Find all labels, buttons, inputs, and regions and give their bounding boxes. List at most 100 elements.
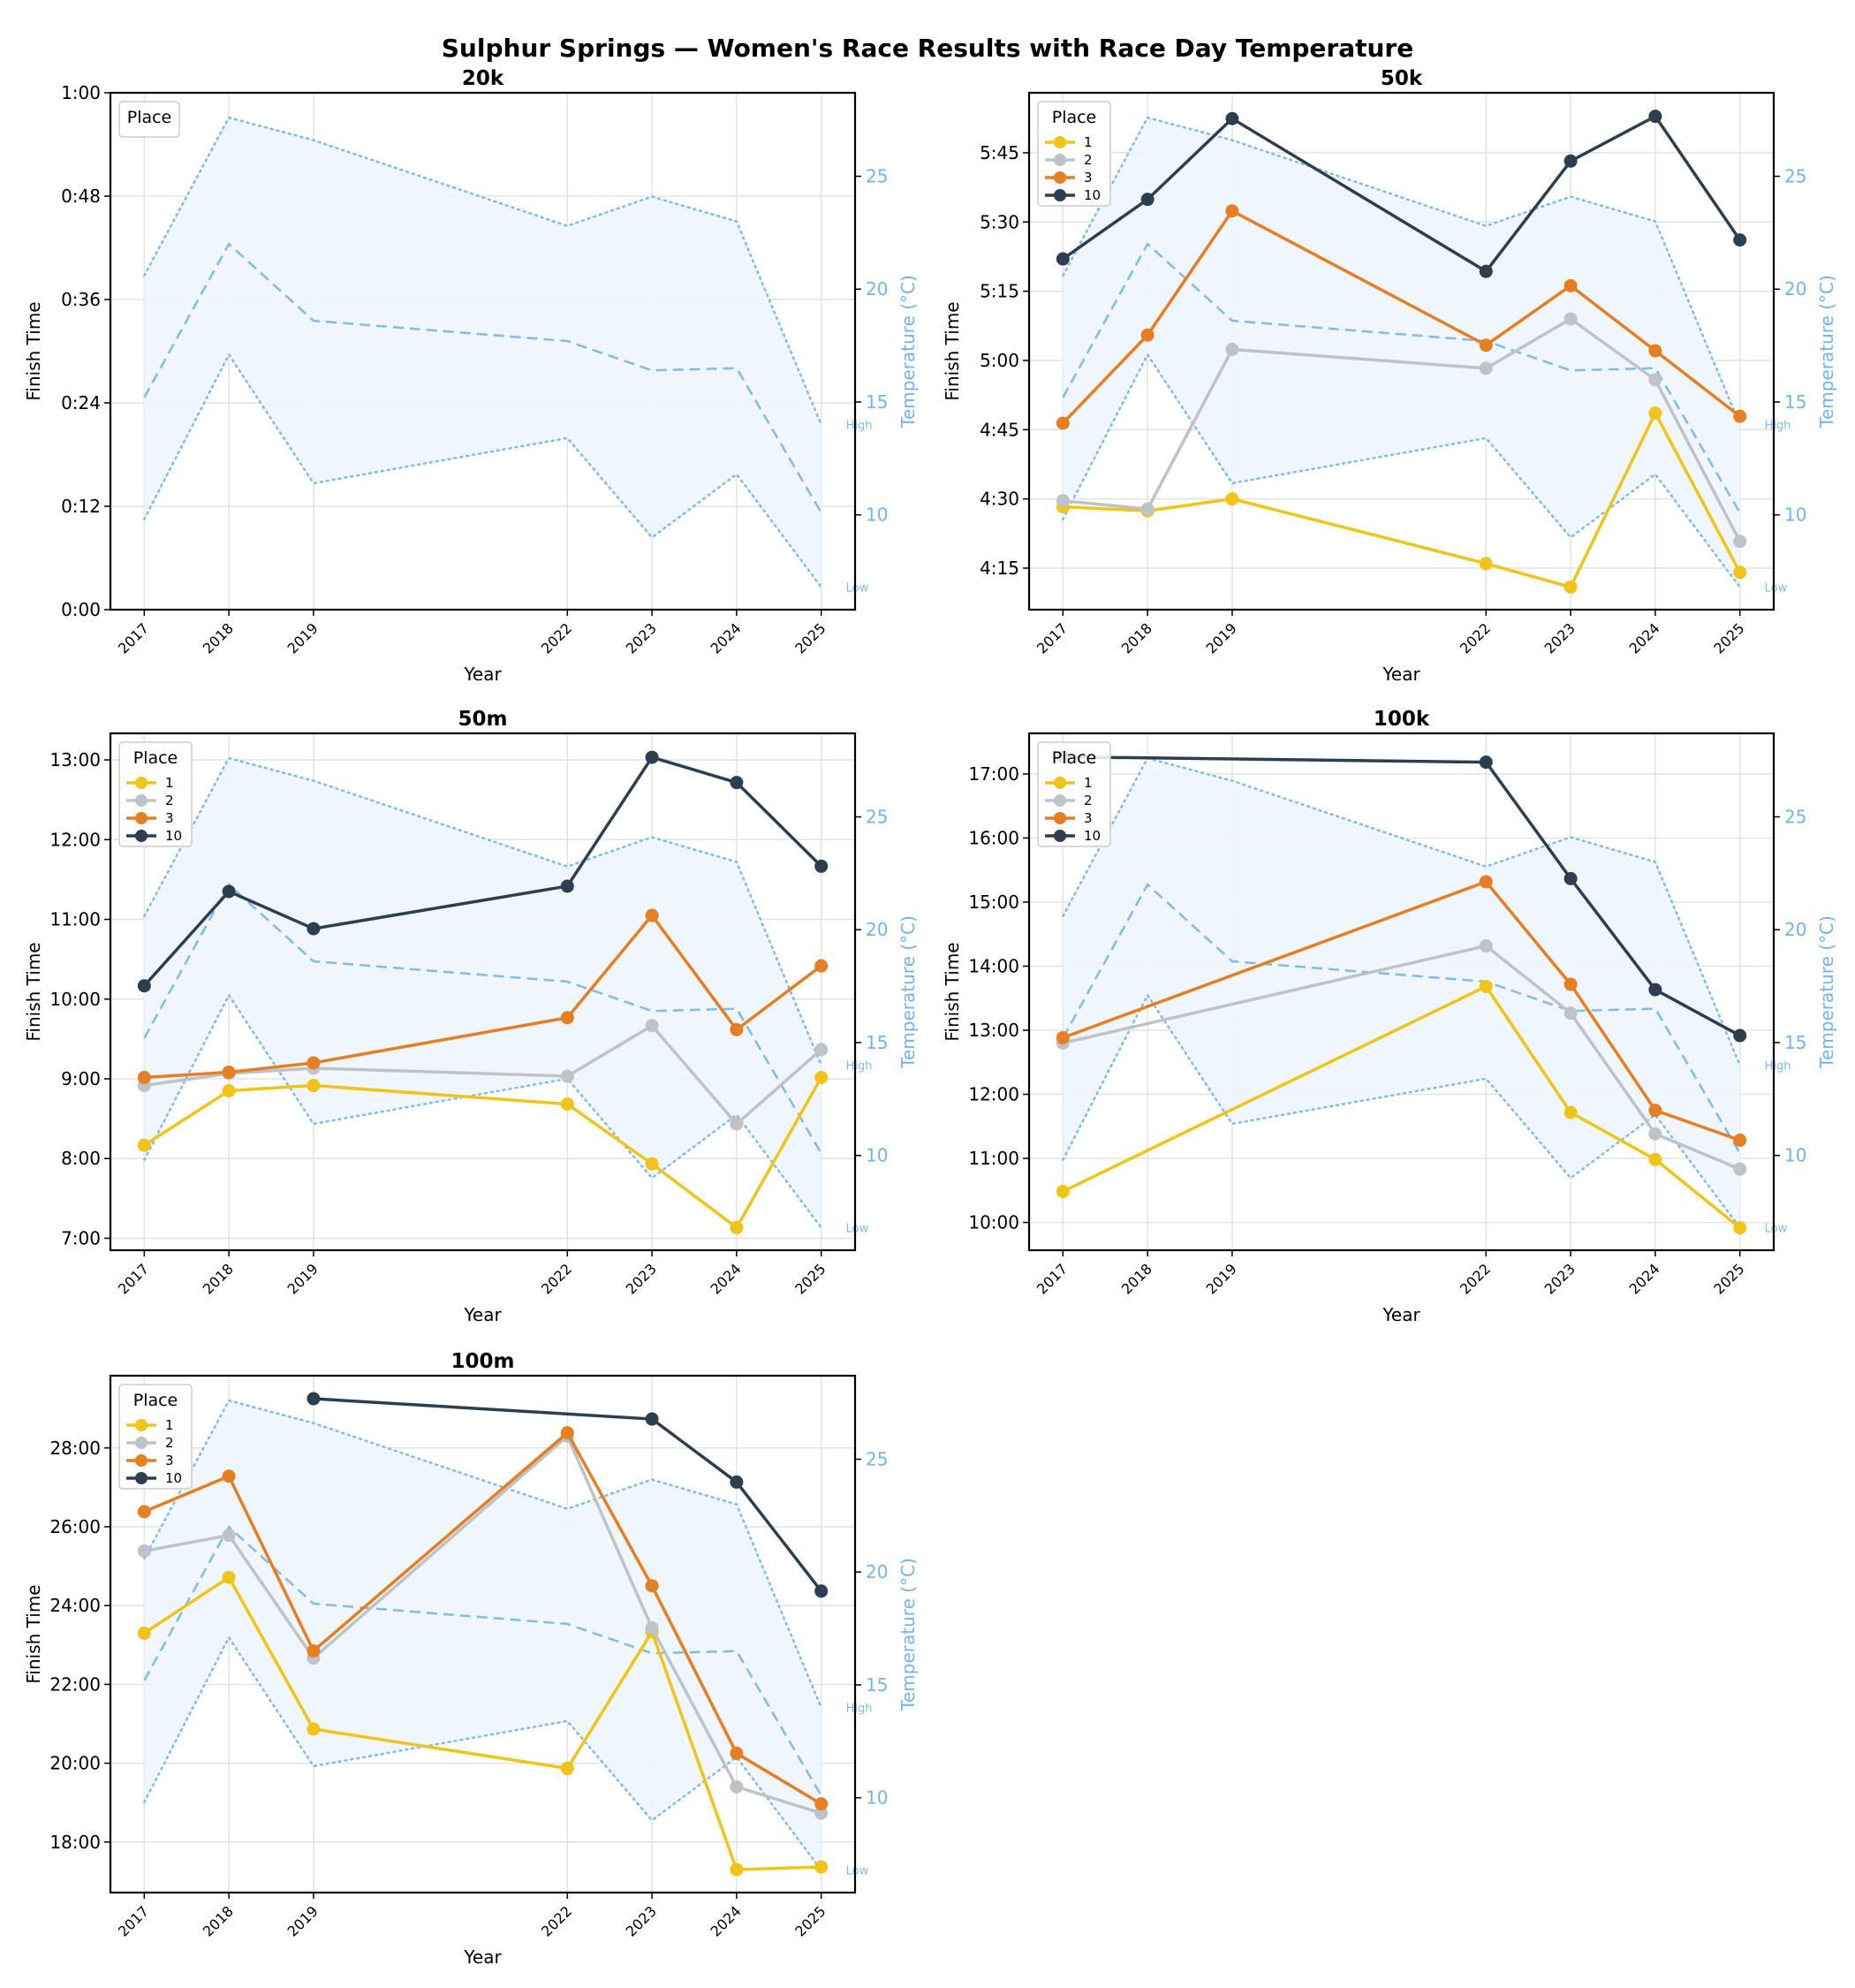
- data-point-place-10: [1225, 111, 1239, 125]
- y-tick-label: 4:45: [980, 419, 1019, 440]
- data-point-place-1: [1733, 1221, 1747, 1235]
- data-point-place-1: [560, 1097, 574, 1112]
- x-tick-label: 2019: [284, 1902, 322, 1939]
- legend: Place 1 2 3 10: [118, 741, 193, 847]
- x-tick-label: 2018: [1118, 619, 1155, 656]
- data-point-place-2: [1733, 535, 1747, 549]
- data-point-place-3: [730, 1746, 744, 1760]
- legend-marker-place-10: [135, 1472, 148, 1484]
- x-tick-label: 2022: [538, 1260, 575, 1297]
- panel-title: 20k: [462, 67, 504, 90]
- y-tick-label: 5:00: [980, 350, 1019, 371]
- x-tick-label: 2022: [538, 619, 575, 656]
- temperature-band: [144, 758, 822, 1228]
- x-tick-label: 2025: [791, 619, 829, 656]
- y-tick-label: 4:15: [980, 558, 1019, 579]
- data-point-place-10: [560, 879, 574, 893]
- y-tick-label: 9:00: [61, 1068, 101, 1089]
- x-tick-label: 2024: [707, 1902, 744, 1939]
- y-tick-label: 12:00: [49, 829, 101, 850]
- data-point-place-10: [1733, 1028, 1747, 1043]
- data-point-place-2: [1648, 1127, 1662, 1141]
- data-point-place-1: [307, 1722, 321, 1736]
- data-point-place-10: [645, 750, 659, 764]
- data-point-place-2: [645, 1019, 659, 1033]
- temperature-tick-label: 25: [1784, 166, 1806, 187]
- y-tick-label: 0:36: [61, 289, 101, 310]
- data-point-place-10: [1648, 983, 1662, 997]
- data-point-place-10: [645, 1412, 659, 1426]
- x-tick-label: 2019: [1203, 619, 1240, 656]
- temperature-tick-label: 20: [866, 919, 888, 940]
- legend-marker-place-2: [1054, 794, 1066, 807]
- data-point-place-3: [222, 1065, 236, 1079]
- data-point-place-3: [137, 1505, 151, 1519]
- panel-100m: High Low 18:00 20:00 22:00 24:00 26:00 28:00 10 1…: [23, 1350, 919, 1968]
- y-tick-label: 10:00: [968, 1212, 1019, 1233]
- legend-label-place-1: 1: [165, 1417, 174, 1433]
- temperature-high-label: High: [846, 1703, 873, 1716]
- data-point-place-1: [1648, 406, 1662, 420]
- data-point-place-3: [1140, 328, 1155, 342]
- data-point-place-10: [814, 859, 829, 873]
- temperature-high-label: High: [846, 1060, 873, 1074]
- x-axis-label: Year: [1382, 664, 1420, 685]
- legend-label-place-2: 2: [165, 793, 174, 808]
- temperature-low-label: Low: [846, 581, 869, 595]
- temperature-tick-label: 10: [866, 1787, 888, 1809]
- temperature-tick-label: 10: [1784, 1145, 1806, 1166]
- legend-marker-place-1: [135, 777, 148, 789]
- y2-axis-label: Temperature (°C): [1816, 275, 1837, 429]
- x-tick-label: 2025: [791, 1902, 829, 1939]
- legend-label-place-3: 3: [165, 1453, 174, 1468]
- temperature-band: [1063, 118, 1740, 588]
- data-point-place-1: [1648, 1152, 1662, 1166]
- data-point-place-10: [1564, 154, 1578, 168]
- x-tick-label: 2017: [115, 1260, 152, 1297]
- legend: Place 1 2 3 10: [1037, 741, 1111, 847]
- legend-marker-place-2: [135, 794, 148, 807]
- temperature-low-line: [143, 992, 822, 1229]
- data-point-place-1: [1479, 979, 1493, 993]
- axes-frame: [1027, 732, 1776, 1252]
- temperature-high-line: [143, 116, 822, 426]
- data-point-place-2: [814, 1806, 829, 1820]
- data-point-place-3: [645, 1579, 659, 1593]
- data-point-place-3: [307, 1056, 321, 1070]
- data-point-place-2: [1564, 1006, 1578, 1021]
- temperature-high-label: High: [1765, 1060, 1791, 1074]
- temperature-tick-label: 10: [866, 505, 888, 526]
- data-point-place-3: [1733, 409, 1747, 423]
- temperature-tick-label: 25: [866, 166, 888, 187]
- legend-box: [118, 101, 180, 138]
- x-tick-label: 2023: [623, 1902, 660, 1939]
- data-point-place-1: [645, 1157, 659, 1171]
- data-point-place-1: [1564, 580, 1578, 594]
- x-axis-label: Year: [1382, 1304, 1420, 1325]
- data-point-place-10: [1140, 193, 1155, 207]
- data-point-place-2: [814, 1043, 829, 1057]
- temperature-mean-line: [143, 1525, 822, 1796]
- temperature-low-label: Low: [846, 1222, 869, 1235]
- temperature-tick-label: 10: [1784, 505, 1806, 526]
- data-point-place-2: [1140, 502, 1155, 516]
- legend-label-place-2: 2: [1084, 793, 1093, 808]
- legend-title: Place: [133, 1391, 178, 1410]
- y-tick-label: 15:00: [968, 892, 1019, 913]
- data-point-place-3: [1056, 1030, 1070, 1044]
- x-tick-label: 2024: [707, 619, 744, 656]
- temperature-tick-label: 15: [866, 1674, 888, 1696]
- data-point-place-1: [814, 1860, 829, 1874]
- data-point-place-10: [137, 979, 151, 993]
- panel-20k: HighLow0:000:120:240:360:481:00101520252…: [23, 67, 919, 685]
- panel-50m: High Low 7:00 8:00 9:00 10:00 11:00 12:00 13:00 1…: [23, 708, 919, 1325]
- legend-title: Place: [127, 108, 172, 127]
- axes-frame: [1027, 91, 1776, 611]
- legend-marker-place-10: [1054, 189, 1066, 201]
- data-point-place-2: [730, 1117, 744, 1131]
- legend-label-place-3: 3: [165, 810, 174, 826]
- x-tick-label: 2022: [1457, 1260, 1494, 1297]
- data-point-place-1: [730, 1863, 744, 1877]
- data-point-place-2: [560, 1069, 574, 1083]
